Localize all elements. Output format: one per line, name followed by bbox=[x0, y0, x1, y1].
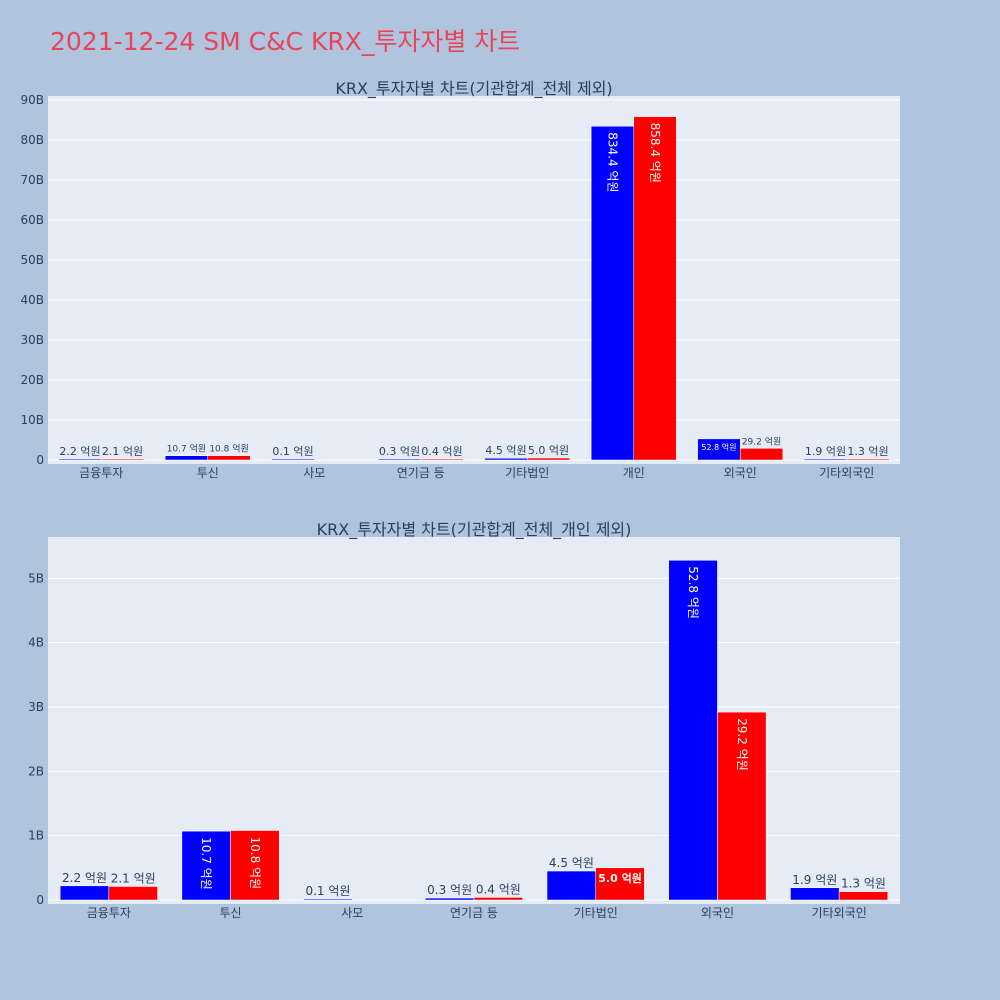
bar-data-label: 1.9 억원 bbox=[792, 873, 837, 887]
bar-data-label: 1.3 억원 bbox=[841, 877, 886, 891]
plot-area bbox=[48, 96, 900, 464]
bar-data-label: 10.8 억원 bbox=[248, 837, 262, 890]
chart-title: KRX_투자자별 차트(기관합계_전체_개인 제외) bbox=[317, 520, 632, 540]
bar bbox=[473, 897, 523, 901]
bar bbox=[271, 458, 315, 461]
y-tick-label: 20B bbox=[20, 373, 44, 387]
bar-data-label: 52.8 억원 bbox=[701, 442, 736, 452]
y-tick-label: 5B bbox=[28, 571, 44, 585]
bar bbox=[633, 116, 677, 461]
bar-data-label: 1.9 억원 bbox=[805, 445, 846, 458]
bar bbox=[484, 457, 528, 461]
bar bbox=[101, 458, 145, 461]
bar-data-label: 0.3 억원 bbox=[427, 883, 472, 897]
bar-data-label: 0.3 억원 bbox=[379, 445, 420, 458]
y-tick-label: 70B bbox=[20, 173, 44, 187]
chart-2: 0 1B 2B 3B 4B 5B KRX_투자자별 차트(기관합계_전체_개인 제외) 금융투… bbox=[28, 520, 900, 920]
bar-data-label: 4.5 억원 bbox=[485, 444, 526, 457]
bar-data-label: 2.2 억원 bbox=[62, 871, 107, 885]
y-tick-label: 0 bbox=[36, 893, 44, 907]
x-tick-label: 개인 bbox=[623, 466, 645, 480]
bar bbox=[230, 830, 280, 901]
x-tick-label: 외국인 bbox=[701, 906, 734, 920]
bar-data-label: 4.5 억원 bbox=[549, 856, 594, 870]
bar bbox=[838, 891, 889, 901]
y-tick-label: 40B bbox=[20, 293, 44, 307]
x-tick-label: 투신 bbox=[220, 906, 242, 920]
bar-data-label: 5.0 억원 bbox=[598, 871, 642, 885]
y-tick-label: 90B bbox=[20, 93, 44, 107]
bar bbox=[164, 455, 208, 461]
y-tick-label: 80B bbox=[20, 133, 44, 147]
y-tick-label: 2B bbox=[28, 764, 44, 778]
bar bbox=[668, 560, 718, 901]
x-tick-label: 기타외국인 bbox=[812, 906, 867, 920]
bar bbox=[546, 870, 596, 901]
y-tick-label: 60B bbox=[20, 213, 44, 227]
bar-data-label: 29.2 억원 bbox=[742, 435, 781, 447]
bar bbox=[377, 458, 421, 461]
bar-data-label: 1.3 억원 bbox=[847, 445, 888, 458]
x-tick-label: 외국인 bbox=[724, 466, 757, 480]
bar-data-label: 0.4 억원 bbox=[476, 882, 521, 896]
bar-data-label: 10.8 억원 bbox=[209, 443, 248, 455]
x-tick-label: 투신 bbox=[197, 466, 219, 480]
bar-data-label: 2.1 억원 bbox=[102, 445, 143, 458]
bar-data-label: 0.1 억원 bbox=[272, 445, 313, 458]
bar bbox=[527, 457, 571, 461]
y-tick-label: 50B bbox=[20, 253, 44, 267]
y-tick-label: 3B bbox=[28, 700, 44, 714]
bar-data-label: 5.0 억원 bbox=[528, 444, 569, 457]
bar bbox=[790, 887, 840, 901]
bar bbox=[420, 458, 464, 461]
bar bbox=[207, 455, 251, 461]
bar-data-label: 2.2 억원 bbox=[59, 445, 100, 458]
bar-data-label: 10.7 억원 bbox=[167, 443, 206, 455]
bar bbox=[425, 897, 475, 901]
y-tick-label: 0 bbox=[36, 453, 44, 467]
y-tick-label: 1B bbox=[28, 829, 44, 843]
bar bbox=[740, 448, 784, 461]
x-tick-label: 사모 bbox=[341, 906, 363, 920]
bar bbox=[108, 886, 158, 901]
bar-data-label: 2.1 억원 bbox=[111, 871, 156, 885]
bar bbox=[846, 458, 890, 461]
y-tick-label: 10B bbox=[20, 413, 44, 427]
x-tick-label: 금융투자 bbox=[87, 906, 131, 920]
bar bbox=[303, 898, 353, 901]
bar-data-label: 29.2 억원 bbox=[735, 718, 749, 771]
bar bbox=[595, 867, 645, 901]
bar-data-label: 0.1 억원 bbox=[305, 884, 350, 898]
chart-title: KRX_투자자별 차트(기관합계_전체 제외) bbox=[335, 79, 612, 99]
bar-data-label: 834.4 억원 bbox=[605, 132, 619, 192]
x-tick-label: 금융투자 bbox=[79, 466, 123, 480]
chart-1: 0 10B 20B 30B 40B 50B 60B 70B 80B 90B KRX_투자자별 차트(… bbox=[20, 79, 900, 480]
bar bbox=[59, 885, 110, 901]
page-title: 2021-12-24 SM C&C KRX_투자자별 차트 bbox=[50, 27, 521, 56]
y-tick-label: 30B bbox=[20, 333, 44, 347]
bar-data-label: 10.7 억원 bbox=[199, 837, 213, 890]
y-tick-label: 4B bbox=[28, 636, 44, 650]
x-tick-label: 연기금 등 bbox=[397, 466, 445, 480]
x-tick-label: 기타외국인 bbox=[819, 466, 874, 480]
bar bbox=[58, 458, 102, 461]
bar bbox=[590, 125, 635, 461]
bar-data-label: 52.8 억원 bbox=[686, 566, 700, 619]
bar bbox=[803, 458, 848, 461]
x-tick-label: 사모 bbox=[303, 466, 325, 480]
bar-data-label: 858.4 억원 bbox=[648, 123, 662, 183]
plot-area bbox=[48, 537, 900, 904]
x-tick-label: 연기금 등 bbox=[450, 906, 498, 920]
x-tick-label: 기타법인 bbox=[505, 466, 549, 480]
x-tick-label: 기타법인 bbox=[574, 906, 618, 920]
bar-data-label: 0.4 억원 bbox=[421, 445, 462, 458]
bar bbox=[717, 711, 767, 901]
bar bbox=[181, 830, 231, 901]
